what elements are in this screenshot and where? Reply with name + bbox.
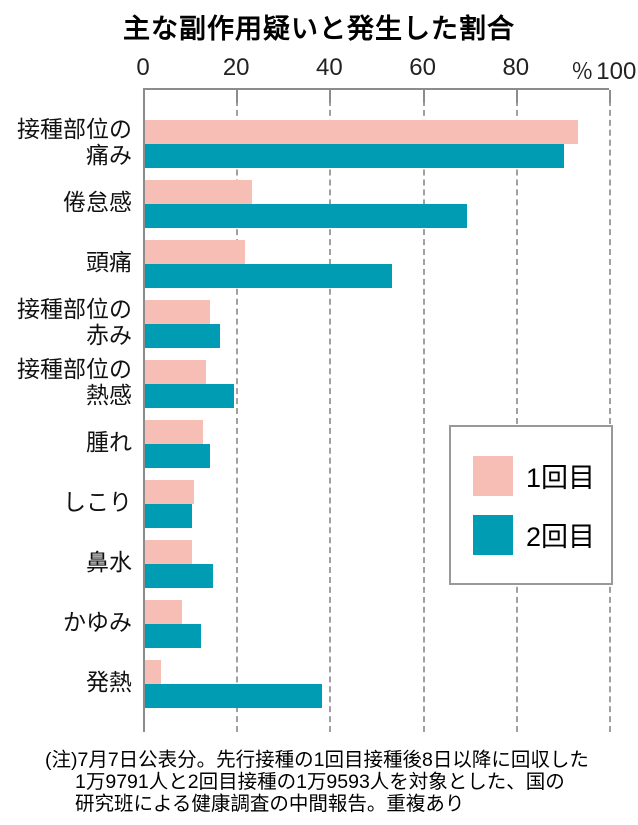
legend-swatch <box>473 514 513 555</box>
bar-1回目-倦怠感 <box>145 180 253 204</box>
axis-tick-mark <box>422 90 425 103</box>
category-label: 頭痛 <box>86 249 132 275</box>
legend: 1回目 2回目 <box>449 425 613 585</box>
x-tick-label: 40 <box>316 54 343 81</box>
bar-1回目-接種部位の痛み <box>145 120 579 144</box>
bar-2回目-かゆみ <box>145 624 201 648</box>
vertical-gridline <box>515 90 518 732</box>
category-label: 接種部位の 赤み <box>17 296 132 348</box>
category-label: 接種部位の 痛み <box>17 116 132 168</box>
percent-unit-label: ％ <box>571 59 594 84</box>
x-tick-label: 60 <box>409 54 436 81</box>
bar-1回目-腫れ <box>145 420 204 444</box>
source-note: (注)7月7日公表分。先行接種の1回目接種後8日以降に回収した 1万9791人と2… <box>45 749 620 815</box>
legend-label: 2回目 <box>526 522 596 552</box>
category-label: 倦怠感 <box>63 189 132 215</box>
legend-item: 1回目 <box>473 455 611 496</box>
vertical-gridline <box>609 90 611 732</box>
bar-1回目-接種部位の熱感 <box>145 360 206 384</box>
bar-2回目-接種部位の赤み <box>145 324 220 348</box>
vertical-gridline <box>329 90 332 732</box>
legend-label: 1回目 <box>526 463 596 493</box>
category-label: しこり <box>63 489 132 515</box>
category-label: 鼻水 <box>86 549 132 575</box>
axis-tick-mark <box>609 90 611 103</box>
vertical-gridline <box>236 90 239 732</box>
axis-tick-mark <box>236 90 239 103</box>
source-note-line: 1万9791人と2回目接種の1万9593人を対象とした、国の <box>75 771 565 793</box>
legend-swatch <box>473 455 513 496</box>
axis-tick-mark <box>515 90 518 103</box>
bar-2回目-倦怠感 <box>145 204 467 228</box>
bar-2回目-腫れ <box>145 444 211 468</box>
bar-1回目-かゆみ <box>145 600 183 624</box>
source-note-line: 研究班による健康調査の中間報告。重複あり <box>75 793 465 815</box>
category-label: 腫れ <box>86 429 132 455</box>
bar-1回目-頭痛 <box>145 240 246 264</box>
category-label: かゆみ <box>63 609 132 635</box>
x-axis-tick-labels: 0 20 40 60 80 ％ 100 <box>0 54 638 86</box>
vertical-gridline <box>422 90 425 732</box>
bar-2回目-頭痛 <box>145 264 392 288</box>
category-label: 接種部位の 熱感 <box>17 356 132 408</box>
x-tick-label: 0 <box>136 54 150 81</box>
x-tick-label: 20 <box>222 54 250 81</box>
bar-1回目-しこり <box>145 480 194 504</box>
bar-2回目-しこり <box>145 504 192 528</box>
axis-tick-mark <box>329 90 332 103</box>
x-tick-label: ％ 100 <box>571 58 637 85</box>
x-tick-label: 80 <box>502 54 530 81</box>
bar-2回目-接種部位の熱感 <box>145 384 234 408</box>
bar-2回目-鼻水 <box>145 564 213 588</box>
category-label: 発熱 <box>86 669 132 695</box>
source-note-line: (注)7月7日公表分。先行接種の1回目接種後8日以降に回収した <box>45 749 589 771</box>
bar-1回目-接種部位の赤み <box>145 300 211 324</box>
bar-1回目-発熱 <box>145 660 162 684</box>
bar-2回目-接種部位の痛み <box>145 144 565 168</box>
chart-title: 主な副作用疑いと発生した割合 <box>123 14 515 44</box>
plot-area <box>143 88 611 732</box>
bar-2回目-発熱 <box>145 684 323 708</box>
legend-item: 2回目 <box>473 514 611 555</box>
bar-1回目-鼻水 <box>145 540 192 564</box>
